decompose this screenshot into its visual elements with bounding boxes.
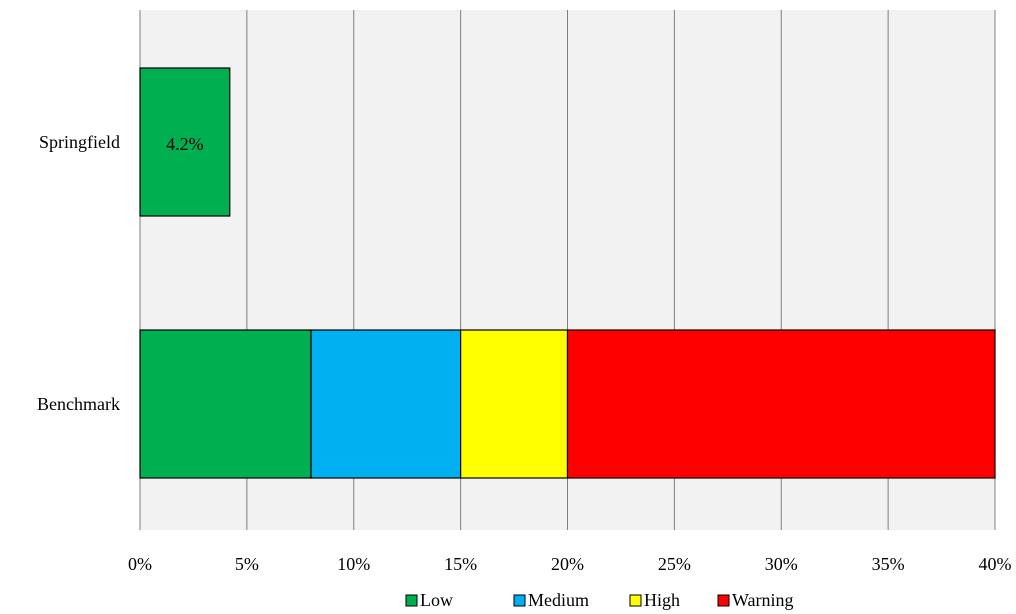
bar-warning	[566, 329, 996, 479]
data-label: 4.2%	[166, 134, 204, 154]
x-tick-label: 20%	[551, 554, 584, 574]
legend: Low Medium High Warning	[405, 590, 794, 610]
category-label: Benchmark	[37, 394, 120, 414]
bars: 4.2%	[139, 67, 996, 479]
legend-label: High	[644, 590, 680, 610]
x-tick-label: 5%	[235, 554, 259, 574]
category-labels: Springfield Benchmark	[37, 132, 120, 414]
bar-medium	[310, 329, 462, 479]
x-tick-labels: 0% 5% 10% 15% 20% 25% 30% 35% 40%	[128, 554, 1012, 574]
legend-swatch-low	[405, 594, 418, 607]
bar-low	[139, 67, 231, 217]
legend-label: Low	[420, 590, 453, 610]
legend-swatch-warning	[717, 594, 730, 607]
legend-swatch-medium	[513, 594, 526, 607]
x-tick-label: 10%	[337, 554, 370, 574]
legend-label: Medium	[528, 590, 589, 610]
x-tick-label: 35%	[872, 554, 905, 574]
bar-low	[139, 329, 312, 479]
bar-high	[460, 329, 569, 479]
x-tick-label: 15%	[444, 554, 477, 574]
x-tick-label: 25%	[658, 554, 691, 574]
x-tick-label: 40%	[979, 554, 1012, 574]
legend-label: Warning	[732, 590, 794, 610]
legend-swatch-high	[629, 594, 642, 607]
x-tick-label: 30%	[765, 554, 798, 574]
x-tick-label: 0%	[128, 554, 152, 574]
category-label: Springfield	[39, 132, 120, 152]
